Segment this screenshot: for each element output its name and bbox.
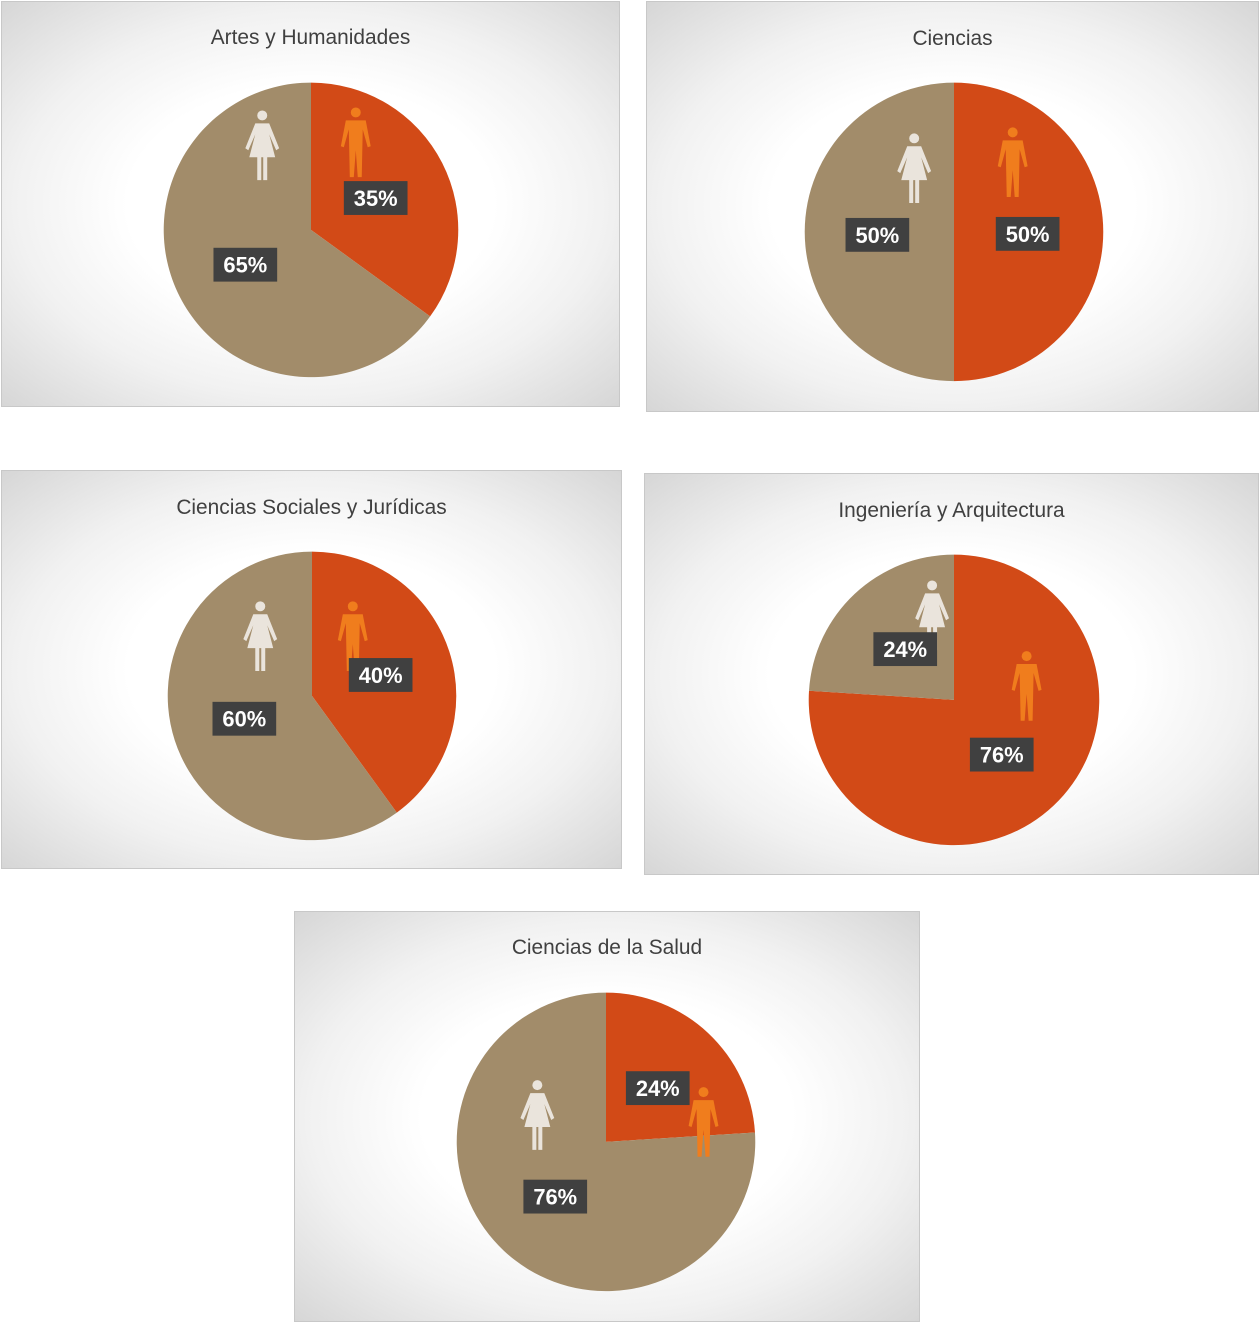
data-label-male: 40%	[348, 658, 413, 692]
data-label-female: 24%	[873, 632, 938, 667]
data-label-female-text: 50%	[855, 223, 899, 248]
pie-chart-panel: Ingeniería y Arquitectura 76% 24%	[644, 473, 1259, 875]
pie-chart: Artes y Humanidades 35% 65%	[163, 26, 459, 378]
chart-title: Ingeniería y Arquitectura	[838, 499, 1065, 522]
data-label-female: 65%	[213, 247, 278, 282]
pie-slice-male	[606, 992, 755, 1142]
pie-slice-female	[167, 551, 397, 841]
male-icon	[1011, 651, 1042, 721]
pie-chart-panel: Ciencias de la Salud 24% 76%	[294, 911, 920, 1322]
pie-slice-female	[163, 82, 431, 378]
pie-chart: Ingeniería y Arquitectura 76% 24%	[808, 499, 1100, 846]
male-icon	[340, 107, 371, 178]
data-label-male: 35%	[343, 181, 408, 215]
data-label-male-text: 24%	[636, 1076, 680, 1101]
chart-title: Ciencias de la Salud	[512, 936, 702, 959]
data-label-male-text: 50%	[1006, 222, 1050, 247]
data-label-male-text: 76%	[980, 743, 1024, 768]
female-icon	[243, 601, 278, 671]
male-icon	[337, 601, 368, 671]
data-label-male: 24%	[625, 1071, 690, 1106]
data-label-male: 76%	[969, 737, 1034, 772]
pie-chart-panel: Artes y Humanidades 35% 65%	[1, 1, 620, 407]
female-icon	[520, 1080, 555, 1150]
data-label-female: 60%	[212, 701, 277, 736]
data-label-male: 50%	[995, 216, 1060, 251]
pie-slice-female	[456, 992, 756, 1292]
female-icon	[245, 110, 280, 181]
pie-slice-female	[809, 554, 954, 700]
female-icon	[915, 580, 950, 651]
data-label-female-text: 65%	[223, 253, 267, 278]
pie-chart: Ciencias Sociales y Jurídicas 40% 60%	[167, 496, 457, 841]
pie-chart-panel: Ciencias Sociales y Jurídicas 40% 60%	[1, 470, 622, 869]
data-label-female: 50%	[845, 217, 910, 252]
pie-slice-male	[808, 554, 1100, 846]
chart-title: Ciencias Sociales y Jurídicas	[176, 496, 446, 519]
female-icon	[897, 133, 932, 204]
pie-chart: Ciencias 50% 50%	[804, 27, 1104, 382]
pie-chart: Ciencias de la Salud 24% 76%	[456, 936, 756, 1292]
data-label-male-text: 40%	[359, 663, 403, 688]
data-label-female: 76%	[523, 1179, 588, 1214]
chart-title: Ciencias	[912, 27, 992, 50]
data-label-female-text: 24%	[883, 637, 927, 662]
data-label-female-text: 76%	[533, 1185, 577, 1210]
male-icon	[688, 1087, 719, 1157]
pie-chart-panel: Ciencias 50% 50%	[646, 1, 1259, 412]
data-label-female-text: 60%	[222, 707, 266, 732]
male-icon	[997, 127, 1028, 198]
chart-title: Artes y Humanidades	[211, 26, 411, 49]
data-label-male-text: 35%	[354, 186, 398, 211]
